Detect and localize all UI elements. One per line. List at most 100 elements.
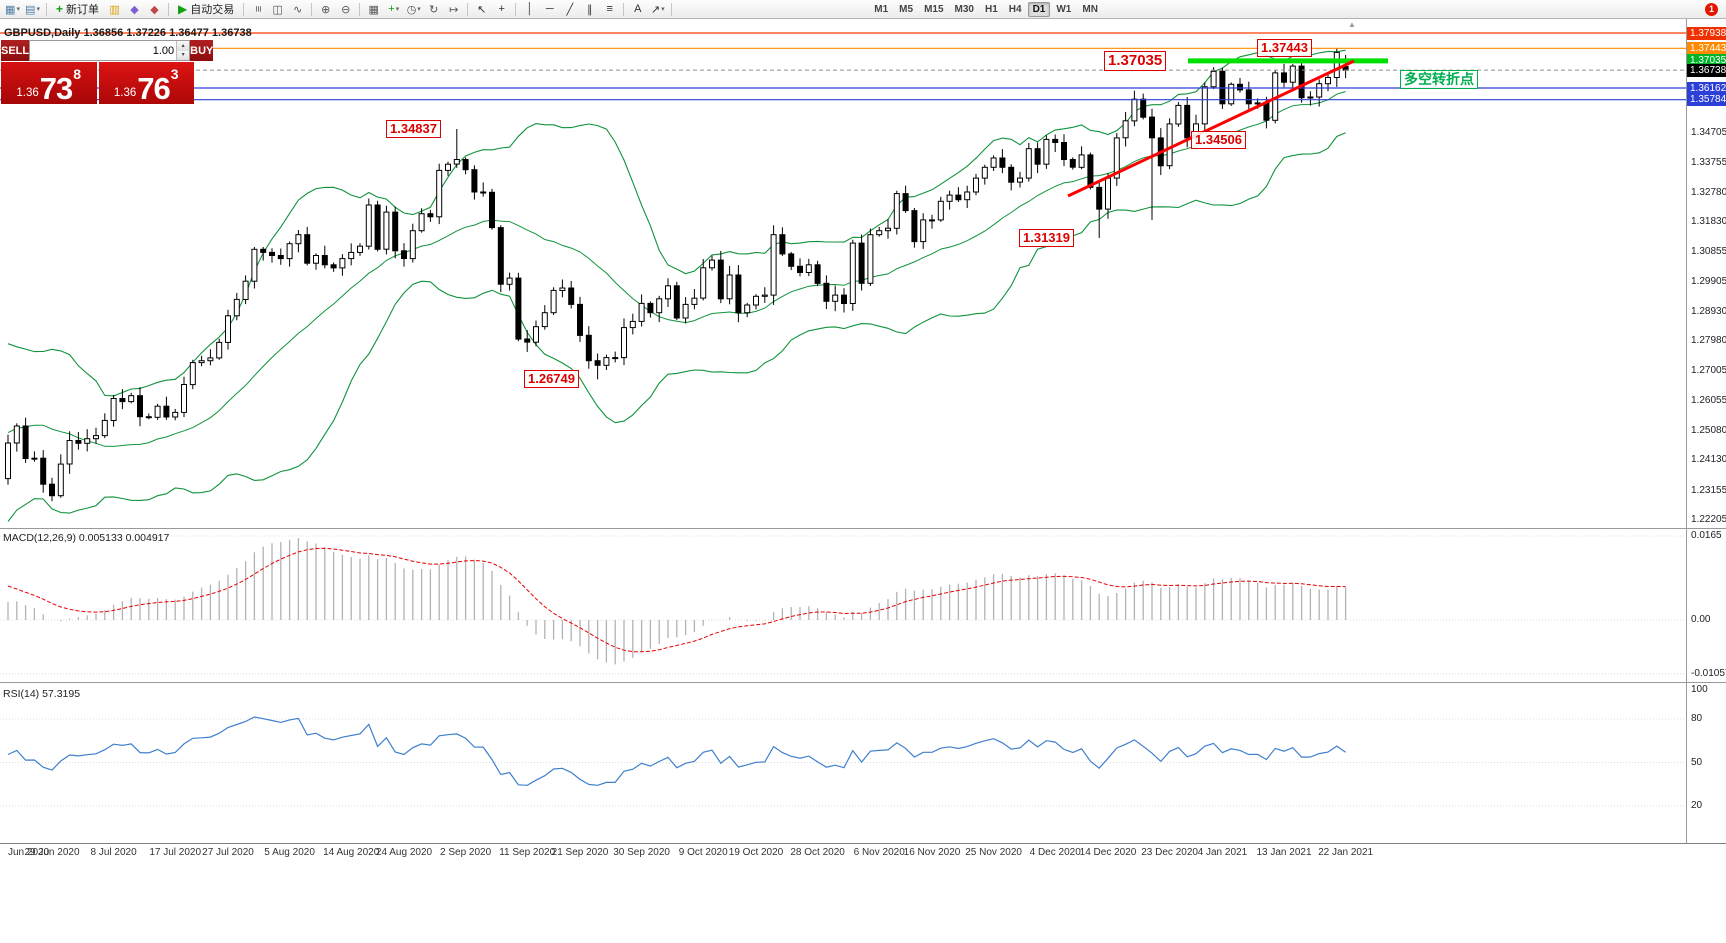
buy-price-sup: 3 [170, 66, 179, 82]
price-scale-label: 1.25080 [1691, 425, 1726, 436]
timeframe-h1[interactable]: H1 [984, 3, 998, 15]
date-label: 28 Oct 2020 [790, 847, 845, 858]
date-label: 30 Sep 2020 [613, 847, 670, 858]
chart-title: GBPUSD,Daily 1.36856 1.37226 1.36477 1.3… [4, 27, 252, 39]
sell-price-sup: 8 [73, 66, 82, 82]
toolbar: ▦ ▾ ▤ ▾ + 新订单 ▥ ◆ ◆ ▶ 自动交易 ≡ ◫ ∿ ⊕ ⊖ ▦ + ▾ ◷ ▾ ↻ ↦ ↖ + │ ─ ╱ ∥ ≡ A ↗ ▾ M… [0, 0, 1726, 19]
auto-scroll-icon[interactable]: ↻ [429, 3, 439, 16]
price-scale-marker: 1.37443 [1687, 41, 1726, 55]
price-scale-label: 1.29905 [1691, 275, 1726, 287]
alerts-icon[interactable]: ◆ [130, 3, 139, 16]
buy-button[interactable]: BUY [190, 40, 214, 61]
autotrading-button[interactable]: ▶ 自动交易 [173, 1, 239, 17]
rsi-label: RSI(14) 57.3195 [3, 688, 81, 700]
horizontal-line-icon[interactable]: ─ [545, 3, 554, 15]
indicators-icon[interactable]: + ▾ [388, 3, 400, 15]
mailbox-icon[interactable]: ◆ [150, 3, 159, 16]
price-scale-label: 1.34705 [1691, 127, 1726, 139]
date-label: 9 Oct 2020 [678, 847, 728, 858]
volume-increase-button[interactable]: ▴ [177, 41, 190, 51]
date-label: 6 Nov 2020 [853, 847, 905, 858]
timeframe-mn[interactable]: MN [1082, 3, 1098, 15]
price-scale-label: 1.27005 [1691, 365, 1726, 377]
timeframe-m1[interactable]: M1 [874, 3, 889, 15]
fibonacci-icon[interactable]: ≡ [606, 3, 613, 15]
chart-annotation[interactable]: 1.26749 [524, 370, 579, 388]
price-scale-label: -0.010571 [1691, 667, 1726, 679]
date-label: 24 Aug 2020 [375, 847, 433, 858]
tile-windows-icon[interactable]: ▦ [368, 3, 379, 16]
crosshair-icon[interactable]: + [498, 3, 505, 15]
cursor-icon[interactable]: ↖ [477, 3, 487, 16]
autotrading-button-label: 自动交易 [190, 4, 235, 16]
price-scale-label: 20 [1691, 800, 1703, 811]
chart-annotation[interactable]: 多空转折点 [1400, 70, 1478, 89]
timeframe-group: M1 M5 M15 M30 H1 H4 D1 W1 MN [869, 1, 1103, 17]
buy-price-base: 1.36 [113, 87, 137, 99]
chart-annotation[interactable]: 1.34837 [386, 120, 441, 138]
price-scale-label: 1.24130 [1691, 454, 1726, 466]
sell-price-box[interactable]: 1.36 73 8 [1, 62, 97, 104]
toolbar-separator [623, 2, 625, 16]
chart-annotation[interactable]: 1.37443 [1257, 39, 1312, 57]
periods-icon[interactable]: ◷ ▾ [406, 3, 421, 16]
date-label: 16 Nov 2020 [903, 847, 961, 858]
price-scale-label: 1.26055 [1691, 394, 1726, 406]
new-chart-icon[interactable]: ▦ ▾ [5, 3, 20, 16]
price-scale[interactable]: 1.34705 1.33755 1.32780 1.31830 1.30855 1.299… [1687, 0, 1726, 943]
date-label: 4 Dec 2020 [1029, 847, 1081, 858]
line-chart-icon[interactable]: ∿ [293, 3, 303, 16]
buy-price-box[interactable]: 1.36 76 3 [98, 62, 194, 104]
zoom-in-icon[interactable]: ⊕ [321, 3, 331, 16]
scroll-anchor-icon: ▲ [1348, 20, 1356, 29]
chart-shift-icon[interactable]: ↦ [449, 3, 459, 16]
vertical-line-icon[interactable]: │ [526, 3, 534, 15]
price-scale-label: 1.22205 [1691, 513, 1726, 525]
new-order-icon: + [56, 2, 64, 16]
date-label: 11 Sep 2020 [499, 847, 556, 858]
toolbar-separator [46, 2, 47, 16]
profiles-icon[interactable]: ▤ ▾ [25, 3, 40, 16]
notification-badge[interactable]: 1 [1705, 2, 1718, 16]
price-scale-label: 1.28930 [1691, 305, 1726, 317]
zoom-out-icon[interactable]: ⊖ [341, 3, 351, 16]
chart-annotation[interactable]: 1.34506 [1191, 131, 1246, 149]
trade-price-row: 1.36 73 8 1.36 76 3 [1, 62, 194, 104]
chart-annotation[interactable]: 1.37035 [1104, 51, 1167, 71]
toolbar-separator [467, 2, 469, 16]
arrows-icon[interactable]: ↗ ▾ [650, 3, 665, 16]
sell-price-base: 1.36 [16, 87, 39, 99]
timeframe-w1[interactable]: W1 [1056, 3, 1072, 15]
candlestick-icon[interactable]: ◫ [272, 3, 283, 16]
trendline-icon[interactable]: ╱ [566, 3, 574, 16]
history-center-icon[interactable]: ▥ [109, 3, 120, 16]
timeframe-h4[interactable]: H4 [1008, 3, 1022, 15]
timeframe-m15[interactable]: M15 [924, 3, 944, 15]
timeframe-m5[interactable]: M5 [899, 3, 914, 15]
price-scale-label: 50 [1691, 756, 1703, 768]
new-order-button[interactable]: + 新订单 [51, 1, 104, 17]
trade-header-row: SELL ▴ ▾ BUY [1, 40, 214, 61]
timeframe-d1[interactable]: D1 [1027, 1, 1051, 17]
volume-decrease-button[interactable]: ▾ [177, 50, 190, 60]
price-scale-label: 0.00 [1691, 614, 1711, 625]
toolbar-items: ▦ ▾ ▤ ▾ + 新订单 ▥ ◆ ◆ ▶ 自动交易 ≡ ◫ ∿ ⊕ ⊖ ▦ + ▾ ◷ ▾ ↻ ↦ ↖ + │ ─ ╱ ∥ ≡ A ↗ ▾ [3, 1, 861, 17]
chart-annotation[interactable]: 1.31319 [1019, 229, 1074, 247]
text-icon[interactable]: A [634, 3, 642, 15]
autotrading-icon: ▶ [178, 2, 188, 16]
date-label: 4 Jan 2021 [1197, 847, 1248, 858]
toolbar-separator [359, 2, 361, 16]
volume-input[interactable] [30, 41, 177, 60]
macd-label: MACD(12,26,9) 0.005133 0.004917 [3, 532, 170, 544]
volume-box: ▴ ▾ [29, 40, 191, 61]
toolbar-separator [671, 2, 673, 16]
date-label: 22 Jan 2021 [1318, 847, 1374, 858]
sell-button[interactable]: SELL [1, 40, 30, 61]
date-axis[interactable]: Jun 2020 29 Jun 2020 8 Jul 2020 17 Jul 2020… [0, 847, 1686, 861]
date-label: 8 Jul 2020 [90, 847, 137, 858]
channel-icon[interactable]: ∥ [587, 3, 593, 16]
timeframe-m30[interactable]: M30 [954, 3, 974, 15]
price-scale-marker: 1.36162 [1687, 81, 1726, 95]
